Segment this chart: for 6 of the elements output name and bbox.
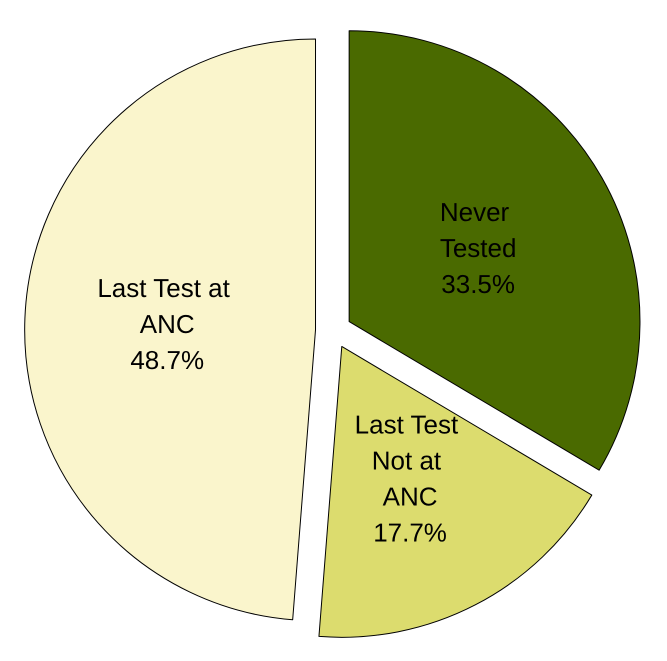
slice-label: Never Tested: [440, 197, 516, 264]
data-label: 33.5%: [441, 269, 516, 300]
slice-label: Last Test Not at ANC: [354, 409, 466, 512]
data-label: 48.7%: [130, 344, 204, 375]
slice-label: Last Test at ANC: [97, 272, 238, 339]
data-label: 17.7%: [373, 517, 447, 548]
